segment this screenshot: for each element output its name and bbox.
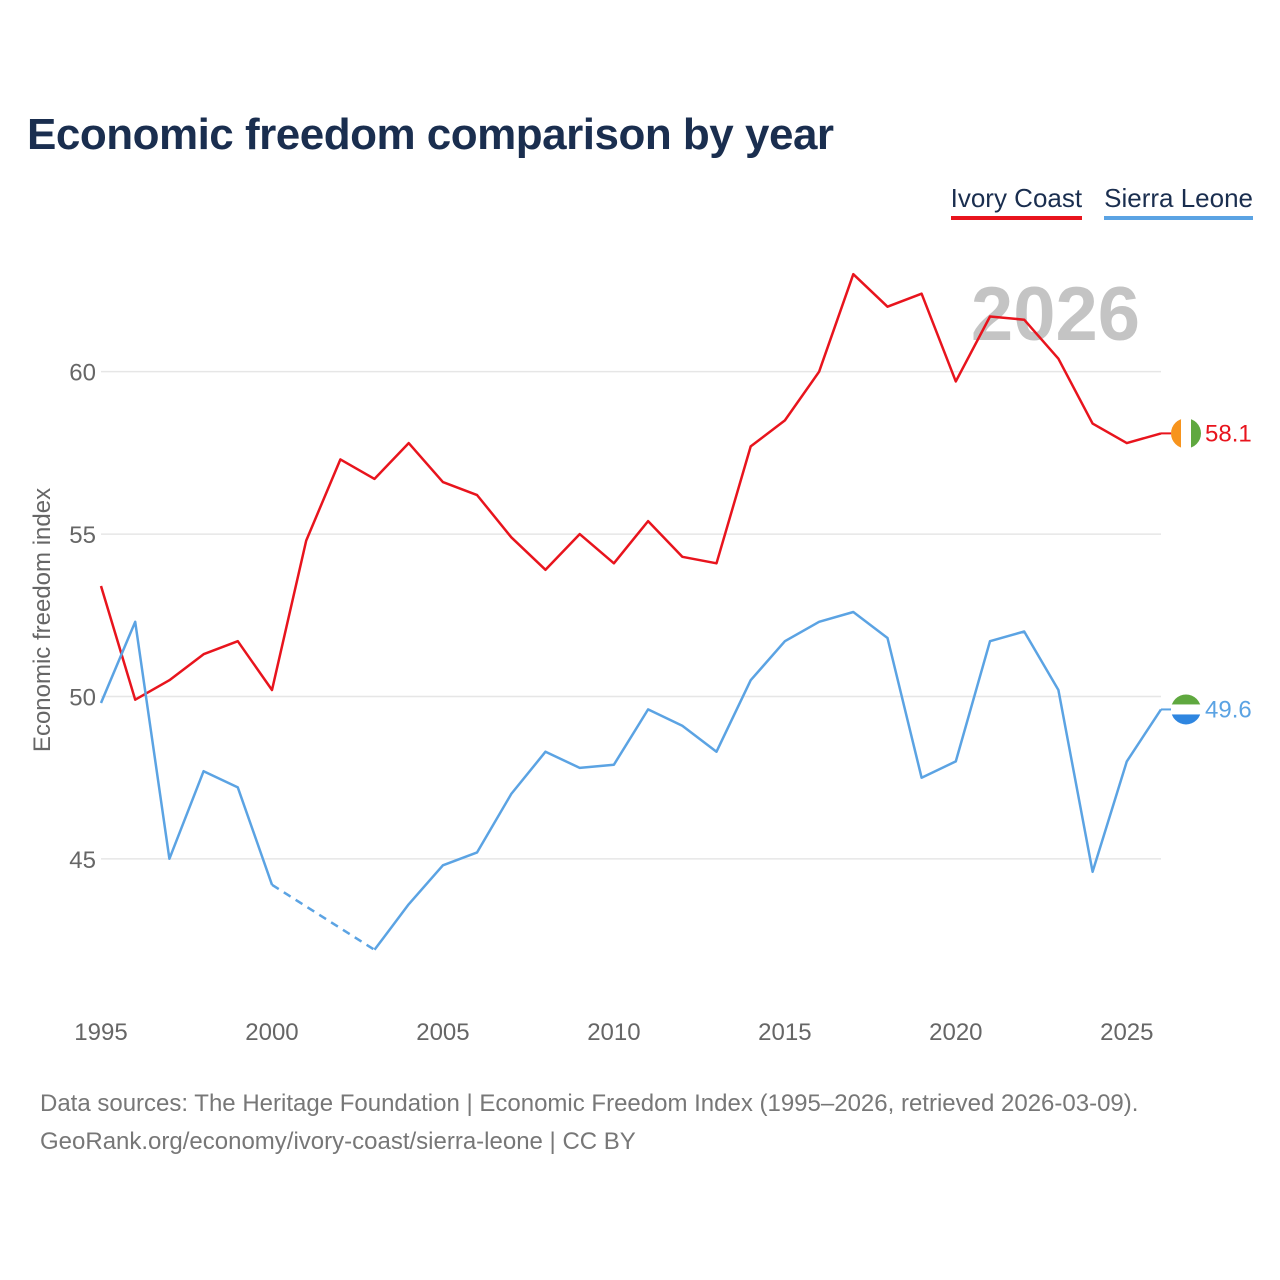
y-tick-label-60: 60	[69, 360, 96, 387]
y-axis-label: Economic freedom index	[29, 488, 56, 752]
series-group	[99, 272, 1163, 951]
y-tick-label-45: 45	[69, 847, 96, 874]
y-tick-label-50: 50	[69, 684, 96, 711]
line-chart: 2026 45 50 55 60 1995 2000 2005 2010 2015 2020 20…	[29, 272, 1252, 1046]
x-tick-label-2010: 2010	[587, 1019, 640, 1046]
x-axis: 1995 2000 2005 2010 2015 2020 2025	[74, 1019, 1153, 1046]
year-watermark: 2026	[971, 272, 1140, 357]
y-tick-label-55: 55	[69, 522, 96, 549]
x-tick-label-2025: 2025	[1100, 1019, 1153, 1046]
x-tick-label-2015: 2015	[758, 1019, 811, 1046]
chart-title: Economic freedom comparison by year	[27, 110, 834, 159]
series-line-sierra-gap-1	[271, 883, 376, 951]
footer: Data sources: The Heritage Foundation | …	[40, 1085, 1138, 1161]
x-tick-label-2020: 2020	[929, 1019, 982, 1046]
end-value-label-ivory: 58.1	[1205, 420, 1252, 447]
x-tick-label-2000: 2000	[245, 1019, 298, 1046]
x-tick-label-1995: 1995	[74, 1019, 127, 1046]
footer-attribution: GeoRank.org/economy/ivory-coast/sierra-l…	[40, 1128, 636, 1155]
legend-item-ivory-coast[interactable]: Ivory Coast	[950, 183, 1083, 220]
legend: Ivory Coast Sierra Leone	[950, 183, 1253, 220]
series-line-sierra-2	[373, 610, 1163, 951]
flag-icon-ivory	[1171, 418, 1201, 449]
series-line-sierra-0	[99, 620, 274, 886]
grid-lines	[101, 370, 1161, 860]
legend-item-sierra-leone[interactable]: Sierra Leone	[1104, 183, 1253, 220]
footer-sources: Data sources: The Heritage Foundation | …	[40, 1090, 1139, 1117]
series-line-ivory-0	[99, 272, 1162, 701]
end-value-label-sierra: 49.6	[1205, 696, 1252, 723]
flag-icon-sierra	[1171, 694, 1201, 725]
y-axis: 45 50 55 60	[69, 360, 96, 874]
x-tick-label-2005: 2005	[416, 1019, 469, 1046]
end-markers: 58.1 49.6	[1161, 418, 1252, 725]
